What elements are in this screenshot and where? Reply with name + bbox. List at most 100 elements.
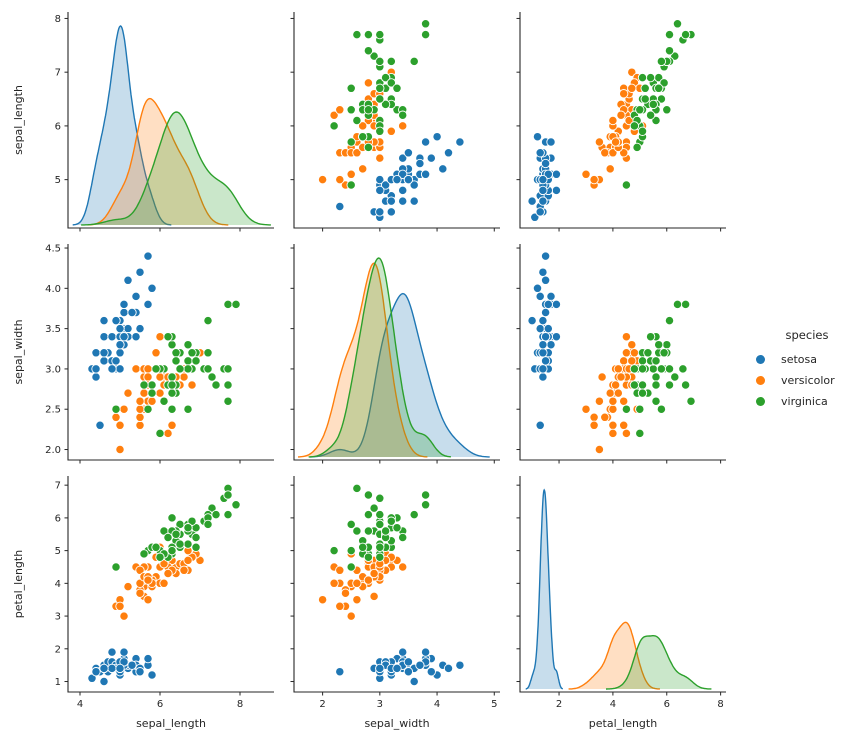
data-point (597, 372, 607, 382)
subplot-sepal_length-vs-petal_length (516, 12, 726, 232)
kde-line-virginica (606, 635, 712, 690)
data-point (656, 364, 667, 374)
data-point (398, 153, 408, 163)
data-point (358, 542, 368, 552)
data-point (637, 126, 648, 136)
data-point (139, 380, 149, 390)
data-point (420, 490, 431, 500)
axes-spines (67, 476, 274, 693)
data-point (223, 509, 233, 520)
data-point (426, 667, 436, 677)
data-point (619, 396, 629, 406)
data-point (664, 364, 675, 374)
subplot-sepal_width-vs-sepal_length: 2.0 2.5 3.0 3.5 4.0 4.5 (45, 244, 274, 464)
data-point (352, 578, 362, 588)
data-point (183, 555, 193, 566)
data-point (107, 332, 117, 342)
data-point (346, 105, 356, 115)
scatter-series-setosa (335, 647, 465, 687)
kde-fill-versicolor (568, 622, 660, 689)
data-point (455, 660, 465, 670)
data-point (543, 323, 553, 334)
data-point (167, 404, 177, 414)
data-point (540, 307, 551, 318)
data-point (662, 105, 672, 115)
data-point (352, 483, 362, 494)
data-point (363, 105, 374, 115)
data-point (380, 99, 391, 110)
data-point (147, 396, 157, 406)
data-point (619, 356, 629, 366)
data-point (637, 380, 648, 390)
subplot-petal_length-vs-sepal_length: 1 2 3 4 5 6 7 4 6 8 (55, 476, 274, 710)
data-point (637, 364, 648, 374)
x-axis-label-sepal_length: sepal_length (136, 717, 206, 730)
data-point (608, 115, 618, 126)
data-point (99, 348, 109, 358)
kde-subplot-petal_length: 2 4 6 8 (516, 476, 726, 710)
kde-line-setosa (310, 292, 490, 458)
data-point (223, 490, 233, 500)
data-point (640, 94, 650, 104)
data-point (386, 516, 396, 526)
data-point (608, 420, 618, 430)
data-point (135, 667, 145, 677)
data-point (363, 142, 374, 153)
data-point (143, 364, 153, 374)
data-point (616, 110, 626, 120)
data-point (369, 51, 379, 61)
data-point (358, 132, 368, 142)
data-point (139, 549, 149, 559)
data-point (127, 307, 137, 318)
legend-label: setosa (781, 353, 818, 366)
y-axis-label-sepal_length: sepal_length (12, 85, 25, 155)
data-point (191, 542, 201, 552)
data-point (369, 503, 379, 513)
data-point (398, 169, 408, 179)
data-point (645, 110, 656, 120)
data-point (535, 323, 545, 334)
scatter-series-virginica (111, 299, 241, 439)
y-tick-label: 6 (55, 121, 61, 132)
data-point (380, 526, 391, 536)
y-tick-label: 4.0 (45, 284, 61, 295)
data-point (147, 670, 157, 680)
data-point (346, 169, 356, 179)
data-point (375, 542, 385, 552)
data-point (420, 19, 431, 29)
data-point (535, 420, 545, 430)
data-point (380, 180, 391, 190)
data-point (616, 372, 626, 382)
legend-label: virginica (781, 395, 828, 408)
data-point (317, 595, 328, 605)
data-point (670, 372, 680, 382)
data-point (621, 348, 632, 358)
data-point (175, 539, 185, 549)
data-point (167, 420, 177, 430)
data-point (403, 174, 414, 185)
data-point (664, 46, 675, 56)
data-point (540, 356, 551, 366)
kde-fill-virginica (308, 258, 451, 457)
data-point (119, 299, 129, 310)
data-point (392, 174, 402, 185)
data-point (605, 388, 615, 398)
data-point (546, 137, 556, 147)
data-point (664, 315, 675, 326)
data-point (131, 291, 141, 302)
data-point (167, 372, 177, 382)
data-point (629, 121, 640, 131)
data-point (543, 299, 553, 310)
data-point (335, 601, 345, 611)
scatter-series-virginica (621, 299, 696, 439)
kde-fill-setosa (72, 26, 172, 225)
data-point (426, 153, 436, 163)
data-point (415, 158, 425, 169)
data-point (627, 83, 637, 93)
data-point (329, 121, 339, 131)
data-point (99, 332, 109, 342)
kde-line-versicolor (87, 97, 229, 226)
data-point (629, 348, 640, 358)
data-point (392, 83, 402, 93)
